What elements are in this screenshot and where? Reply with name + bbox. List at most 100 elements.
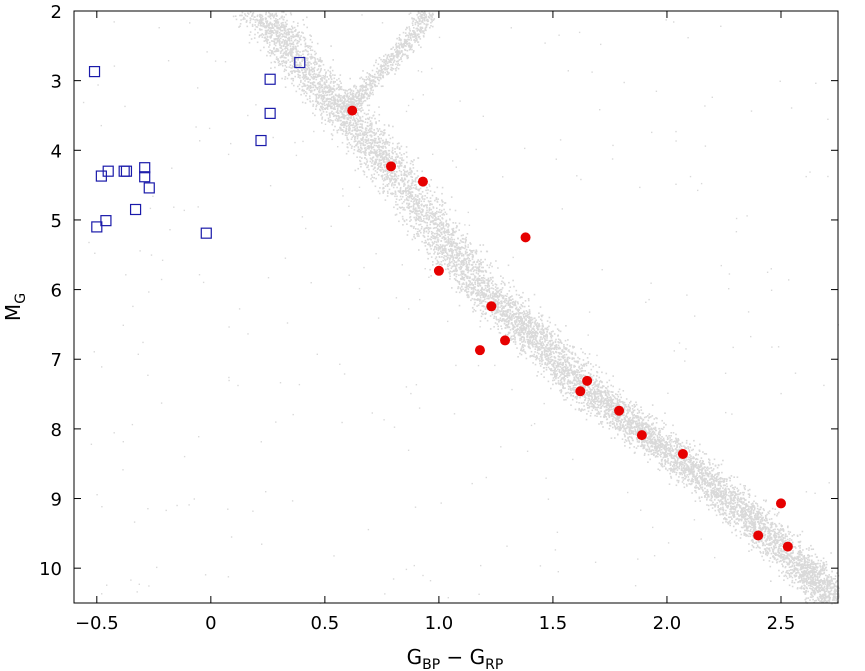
main-sequence-star <box>465 260 468 263</box>
main-sequence-star <box>657 468 659 470</box>
main-sequence-star <box>617 395 620 398</box>
main-sequence-star <box>451 229 454 231</box>
main-sequence-star <box>645 422 647 424</box>
main-sequence-star <box>518 312 520 314</box>
main-sequence-star <box>718 481 721 483</box>
main-sequence-star <box>295 51 297 53</box>
main-sequence-star <box>369 160 372 163</box>
main-sequence-star <box>722 508 725 511</box>
main-sequence-star <box>507 332 510 335</box>
main-sequence-star <box>580 410 582 412</box>
main-sequence-star <box>521 319 523 322</box>
main-sequence-star <box>801 565 803 568</box>
main-sequence-star <box>719 484 722 487</box>
main-sequence-star <box>782 529 784 531</box>
main-sequence-star <box>303 89 305 92</box>
main-sequence-star <box>295 29 297 31</box>
main-sequence-star <box>398 160 400 163</box>
main-sequence-star <box>782 542 784 544</box>
main-sequence-star <box>348 116 351 119</box>
main-sequence-star <box>468 279 470 282</box>
main-sequence-star <box>752 522 755 525</box>
main-sequence-star <box>443 214 445 216</box>
main-sequence-star <box>780 554 782 557</box>
main-sequence-star <box>766 526 768 529</box>
main-sequence-star <box>307 62 310 64</box>
main-sequence-star <box>793 566 796 568</box>
main-sequence-star <box>504 305 506 308</box>
main-sequence-star <box>675 464 678 467</box>
main-sequence-star <box>253 37 256 39</box>
main-sequence-star <box>531 321 534 324</box>
main-sequence-star <box>582 409 584 411</box>
main-sequence-star <box>636 430 639 433</box>
main-sequence-star <box>405 187 407 189</box>
main-sequence-star <box>658 436 661 438</box>
main-sequence-star <box>359 140 361 142</box>
main-sequence-star <box>811 559 813 562</box>
main-sequence-star <box>440 250 442 252</box>
main-sequence-star <box>750 503 753 505</box>
main-sequence-star <box>791 561 794 563</box>
main-sequence-star <box>812 578 815 581</box>
main-sequence-star <box>471 254 474 256</box>
main-sequence-star <box>507 300 510 302</box>
main-sequence-star <box>660 437 662 440</box>
main-sequence-star <box>430 208 433 211</box>
main-sequence-star <box>590 368 593 371</box>
main-sequence-star <box>771 507 774 510</box>
main-sequence-star <box>564 361 567 364</box>
main-sequence-star <box>589 405 591 408</box>
main-sequence-star <box>702 451 704 453</box>
main-sequence-star <box>783 540 785 542</box>
main-sequence-star <box>670 432 672 434</box>
main-sequence-star <box>446 241 448 244</box>
main-sequence-star <box>534 320 537 323</box>
main-sequence-star <box>478 282 480 285</box>
main-sequence-star <box>708 508 710 511</box>
main-sequence-star <box>399 212 401 214</box>
main-sequence-star <box>811 576 813 579</box>
main-sequence-star <box>616 404 618 407</box>
main-sequence-star <box>488 285 490 287</box>
main-sequence-star <box>557 344 560 347</box>
main-sequence-star <box>412 180 415 182</box>
main-sequence-star <box>595 378 597 381</box>
main-sequence-star <box>589 373 592 375</box>
main-sequence-star <box>685 469 688 471</box>
main-sequence-star <box>546 354 548 356</box>
main-sequence-star <box>330 75 332 77</box>
main-sequence-star <box>830 576 832 578</box>
main-sequence-star <box>454 254 456 256</box>
main-sequence-star <box>303 56 305 58</box>
main-sequence-star <box>414 218 417 220</box>
main-sequence-star <box>660 465 663 467</box>
main-sequence-star <box>774 546 777 549</box>
main-sequence-star <box>472 307 474 309</box>
main-sequence-star <box>646 450 648 452</box>
main-sequence-star <box>486 319 489 322</box>
main-sequence-star <box>430 248 432 250</box>
main-sequence-star <box>751 516 753 518</box>
main-sequence-star <box>304 43 307 46</box>
main-sequence-star <box>650 450 653 453</box>
main-sequence-star <box>629 419 632 422</box>
main-sequence-star <box>802 573 804 576</box>
main-sequence-star <box>449 238 452 240</box>
main-sequence-star <box>599 400 601 402</box>
main-sequence-star <box>249 11 252 14</box>
main-sequence-star <box>321 60 323 63</box>
main-sequence-star <box>400 174 403 176</box>
main-sequence-star <box>313 56 316 59</box>
main-sequence-star <box>478 268 481 271</box>
main-sequence-star <box>611 405 613 407</box>
main-sequence-star <box>549 361 552 363</box>
main-sequence-star <box>357 140 360 143</box>
main-sequence-star <box>604 398 607 401</box>
main-sequence-star <box>278 38 281 41</box>
main-sequence-star <box>316 88 319 91</box>
main-sequence-star <box>759 550 761 553</box>
main-sequence-star <box>799 573 801 576</box>
main-sequence-star <box>691 480 693 483</box>
main-sequence-star <box>767 552 769 555</box>
